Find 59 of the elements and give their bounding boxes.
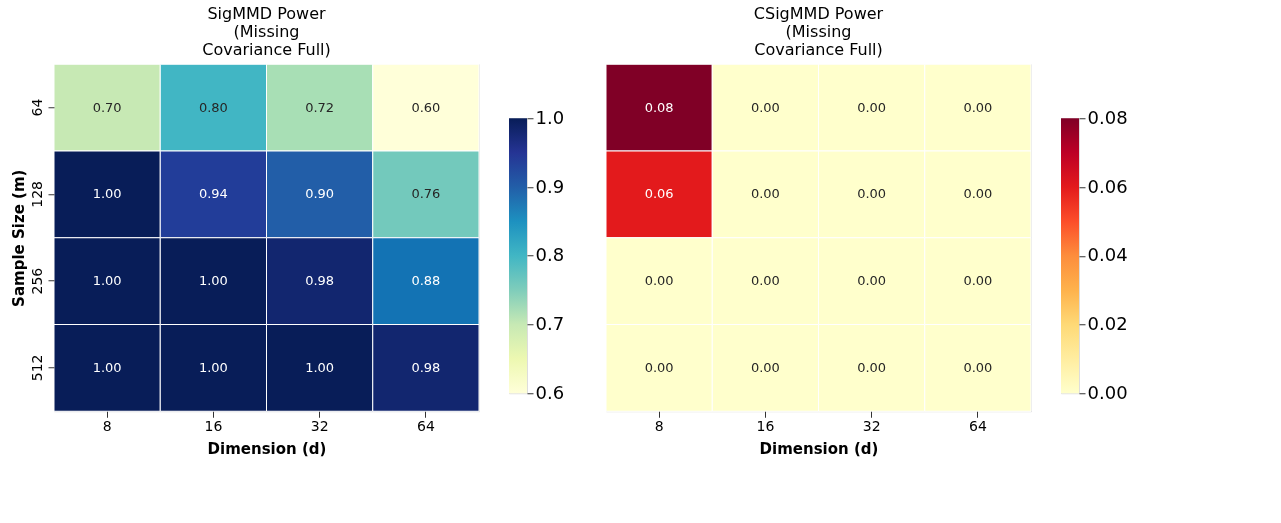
x-tick-label: 32 [310, 417, 329, 434]
x-tick-label: 8 [654, 417, 664, 434]
data-label: 0.00 [750, 359, 780, 375]
data-label: 0.72 [305, 99, 335, 115]
data-label: 0.00 [857, 359, 887, 375]
color-bar-label: 1.0 [535, 106, 565, 128]
data-label: 0.00 [963, 273, 993, 289]
y-tick-label: 64 [28, 98, 45, 117]
x-tick-label: 32 [862, 417, 881, 434]
x-axis-title: Dimension (d) [207, 439, 327, 458]
color-bar-label: 0.00 [1087, 381, 1128, 403]
color-bar-label: 0.8 [535, 244, 565, 266]
data-label: 0.88 [411, 273, 441, 289]
x-tick-label: 8 [102, 417, 112, 434]
data-label: 0.94 [198, 186, 228, 202]
x-tick-label: 64 [968, 417, 987, 434]
x-tick-label: 16 [756, 417, 775, 434]
chart-title: CSigMMD Power (Missing Covariance Full) [753, 3, 884, 59]
data-label: 0.00 [644, 273, 674, 289]
data-label: 1.00 [92, 359, 122, 375]
data-label: 0.00 [644, 359, 674, 375]
y-axis-title: Sample Size (m) [9, 169, 28, 307]
y-tick-label: 256 [28, 267, 45, 295]
data-label: 0.00 [857, 99, 887, 115]
data-label: 0.06 [644, 186, 674, 202]
data-label: 0.00 [963, 186, 993, 202]
data-label: 0.98 [305, 273, 335, 289]
data-label: 1.00 [198, 273, 228, 289]
color-bar-label: 0.08 [1087, 106, 1128, 128]
data-label: 0.90 [305, 186, 335, 202]
color-bar-label: 0.04 [1087, 244, 1128, 266]
color-bar-label: 0.02 [1087, 313, 1128, 334]
color-bar-label: 0.9 [535, 175, 565, 197]
data-label: 0.00 [750, 273, 780, 289]
data-label: 0.00 [963, 99, 993, 115]
data-label: 0.80 [198, 99, 228, 115]
data-label: 0.60 [411, 99, 441, 115]
y-tick-label: 128 [28, 181, 45, 208]
data-label: 0.00 [750, 99, 780, 115]
x-tick-label: 16 [204, 417, 223, 434]
data-label: 0.00 [857, 186, 887, 202]
color-bar-label: 0.7 [535, 313, 565, 334]
data-label: 0.76 [411, 186, 441, 202]
data-label: 1.00 [198, 359, 228, 375]
y-tick-label: 512 [28, 354, 45, 382]
data-label: 1.00 [305, 359, 335, 375]
data-label: 0.00 [857, 273, 887, 289]
data-label: 0.98 [411, 359, 441, 375]
color-bar-label: 0.06 [1087, 175, 1128, 197]
x-axis-title: Dimension (d) [759, 439, 879, 458]
chart-title: SigMMD Power (Missing Covariance Full) [202, 3, 331, 59]
data-label: 0.00 [963, 359, 993, 375]
data-label: 0.08 [644, 99, 674, 115]
data-label: 0.70 [92, 99, 122, 115]
data-label: 0.00 [750, 186, 780, 202]
data-label: 1.00 [92, 186, 122, 202]
x-tick-label: 64 [416, 417, 435, 434]
data-label: 1.00 [92, 273, 122, 289]
color-bar-label: 0.6 [535, 381, 565, 403]
